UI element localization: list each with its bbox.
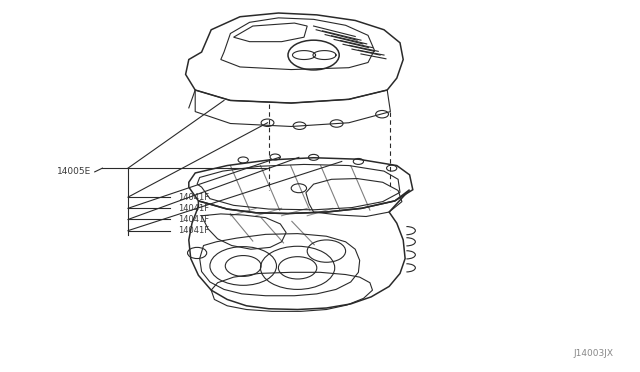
Text: 14041F: 14041F <box>179 193 209 202</box>
Text: J14003JX: J14003JX <box>573 349 613 358</box>
Text: 14041F: 14041F <box>179 226 209 235</box>
Text: 14041F: 14041F <box>179 204 209 213</box>
Text: 14005E: 14005E <box>57 167 92 176</box>
Text: 14041F: 14041F <box>179 215 209 224</box>
